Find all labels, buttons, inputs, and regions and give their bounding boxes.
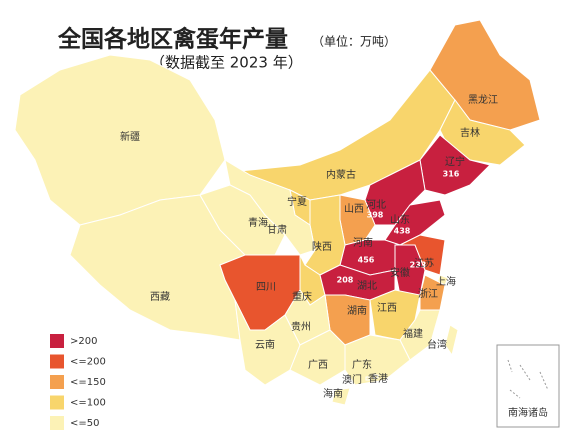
province-name: 山东: [390, 213, 410, 226]
province-region: [344, 334, 411, 386]
province-name: 云南: [255, 338, 275, 351]
legend-swatch: [50, 354, 64, 369]
value-label: 233: [410, 261, 427, 270]
province-name: 浙江: [418, 288, 438, 300]
legend-label: <=100: [70, 398, 106, 409]
legend-label: <=50: [70, 418, 99, 429]
province-region: [419, 134, 491, 196]
value-label: 208: [337, 276, 354, 285]
province-name: 贵州: [291, 320, 311, 333]
province-name: 甘肃: [267, 223, 287, 236]
provinces: [14, 19, 541, 406]
value-label: 456: [358, 256, 375, 265]
province-region: [419, 274, 446, 311]
province-region: [373, 374, 379, 379]
province-region: [199, 184, 286, 256]
province-name: 河北: [366, 199, 386, 211]
province-name: 新疆: [120, 130, 140, 143]
province-name: 河南: [353, 236, 373, 249]
province-name: 内蒙古: [326, 168, 356, 181]
province-name: 重庆: [292, 290, 312, 303]
value-label: 316: [443, 170, 460, 179]
province-name: 吉林: [460, 126, 480, 139]
province-name: 澳门: [342, 373, 362, 386]
legend: >200 <=200 <=150 <=100 <=50: [50, 334, 106, 430]
legend-swatch: [50, 334, 64, 348]
subtitle: （数据截至 2023 年）: [150, 54, 303, 72]
province-name: 山西: [344, 203, 364, 215]
province-name: 安徽: [390, 266, 410, 279]
province-region: [331, 387, 351, 406]
province-name: 辽宁: [445, 155, 465, 168]
province-name: 四川: [256, 282, 276, 293]
inset-islands: [507, 359, 549, 399]
province-name: 上海: [436, 275, 456, 288]
province-name: 海南: [323, 387, 343, 400]
value-label: 438: [394, 227, 411, 236]
title: 全国各地区禽蛋年产量: [57, 26, 288, 53]
province-region: [444, 324, 459, 357]
province-region: [439, 99, 526, 166]
legend-label: <=200: [70, 357, 106, 368]
province-name: 香港: [368, 373, 388, 385]
legend-swatch: [50, 375, 64, 389]
province-name: 陕西: [312, 240, 332, 253]
province-name: 广东: [352, 358, 372, 371]
province-region: [365, 376, 370, 381]
inset-label: 南海诸岛: [508, 406, 548, 419]
province-name: 黑龙江: [468, 93, 498, 106]
inset-box: [496, 344, 560, 428]
province-name: 江西: [377, 302, 397, 314]
legend-label: >200: [70, 336, 97, 347]
province-name: 台湾: [427, 338, 447, 351]
value-label: 398: [367, 211, 384, 220]
province-name: 广西: [308, 359, 328, 371]
legend-swatch: [50, 416, 64, 430]
province-name: 湖南: [347, 304, 367, 317]
province-name: 福建: [403, 327, 423, 340]
legend-swatch: [50, 395, 64, 410]
legend-label: <=150: [70, 377, 106, 388]
province-name: 青海: [248, 216, 268, 229]
province-name: 湖北: [357, 280, 377, 292]
province-name: 江苏: [414, 257, 434, 270]
province-name: 西藏: [150, 291, 170, 303]
unit: （单位：万吨）: [312, 34, 396, 49]
province-name: 宁夏: [287, 195, 307, 208]
